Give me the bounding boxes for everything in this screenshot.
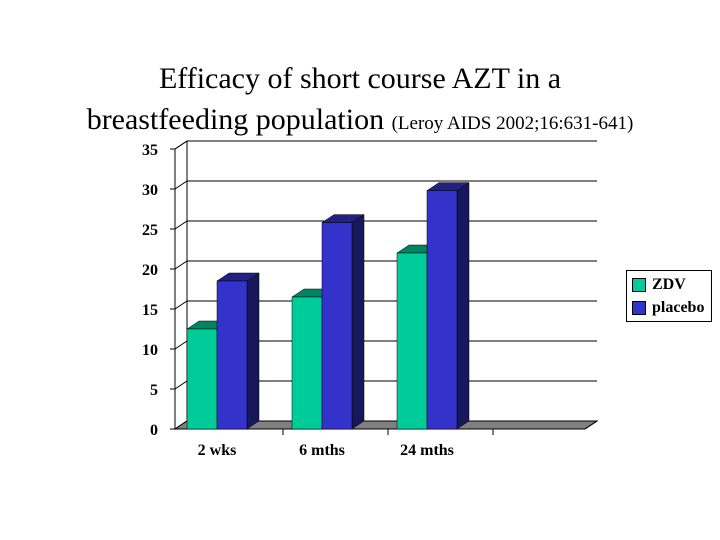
- y-tick-label: 20: [142, 262, 158, 279]
- legend-swatch-zdv: [632, 278, 646, 292]
- x-tick-label: 24 mths: [400, 442, 454, 459]
- y-tick-label: 35: [142, 142, 158, 159]
- chart-legend: ZDV placebo: [626, 270, 712, 322]
- bar-side-placebo: [456, 182, 470, 430]
- legend-item-placebo: placebo: [632, 298, 704, 318]
- bar-placebo: [426, 190, 458, 430]
- x-tick-label: 2 wks: [198, 442, 237, 459]
- chart-title-main: breastfeeding population: [86, 103, 385, 136]
- chart-title-line2: breastfeeding population (Leroy AIDS 200…: [0, 103, 720, 141]
- legend-item-zdv: ZDV: [632, 275, 686, 295]
- gridline-diag: [174, 260, 188, 270]
- x-tick-label: 6 mths: [299, 442, 345, 459]
- bar-side-placebo: [351, 214, 365, 430]
- bar-zdv: [396, 252, 428, 430]
- gridline-diag: [174, 340, 188, 350]
- gridline-diag: [174, 180, 188, 190]
- y-tick-label: 10: [142, 342, 158, 359]
- gridline-diag: [174, 140, 188, 150]
- plot-side-wall: [174, 140, 188, 430]
- y-tick-label: 5: [150, 382, 158, 399]
- bar-zdv: [186, 328, 218, 430]
- legend-label-zdv: ZDV: [652, 276, 686, 293]
- chart-citation: (Leroy AIDS 2002;16:631-641): [391, 113, 634, 134]
- gridline-diag: [174, 300, 188, 310]
- legend-label-placebo: placebo: [652, 299, 705, 316]
- bar-side-placebo: [246, 272, 260, 430]
- y-tick-label: 0: [150, 422, 158, 439]
- plot-back-wall: [187, 141, 597, 421]
- gridline-diag: [174, 380, 188, 390]
- gridline-diag: [174, 220, 188, 230]
- legend-swatch-placebo: [632, 301, 646, 315]
- chart-title-line1: Efficacy of short course AZT in a: [158, 62, 562, 95]
- bar-zdv: [291, 296, 323, 430]
- plot-edge: [584, 420, 598, 430]
- y-tick-label: 15: [142, 302, 158, 319]
- y-tick-label: 25: [142, 222, 158, 239]
- bar-placebo: [216, 280, 248, 430]
- y-tick-label: 30: [142, 182, 158, 199]
- bar-placebo: [321, 222, 353, 430]
